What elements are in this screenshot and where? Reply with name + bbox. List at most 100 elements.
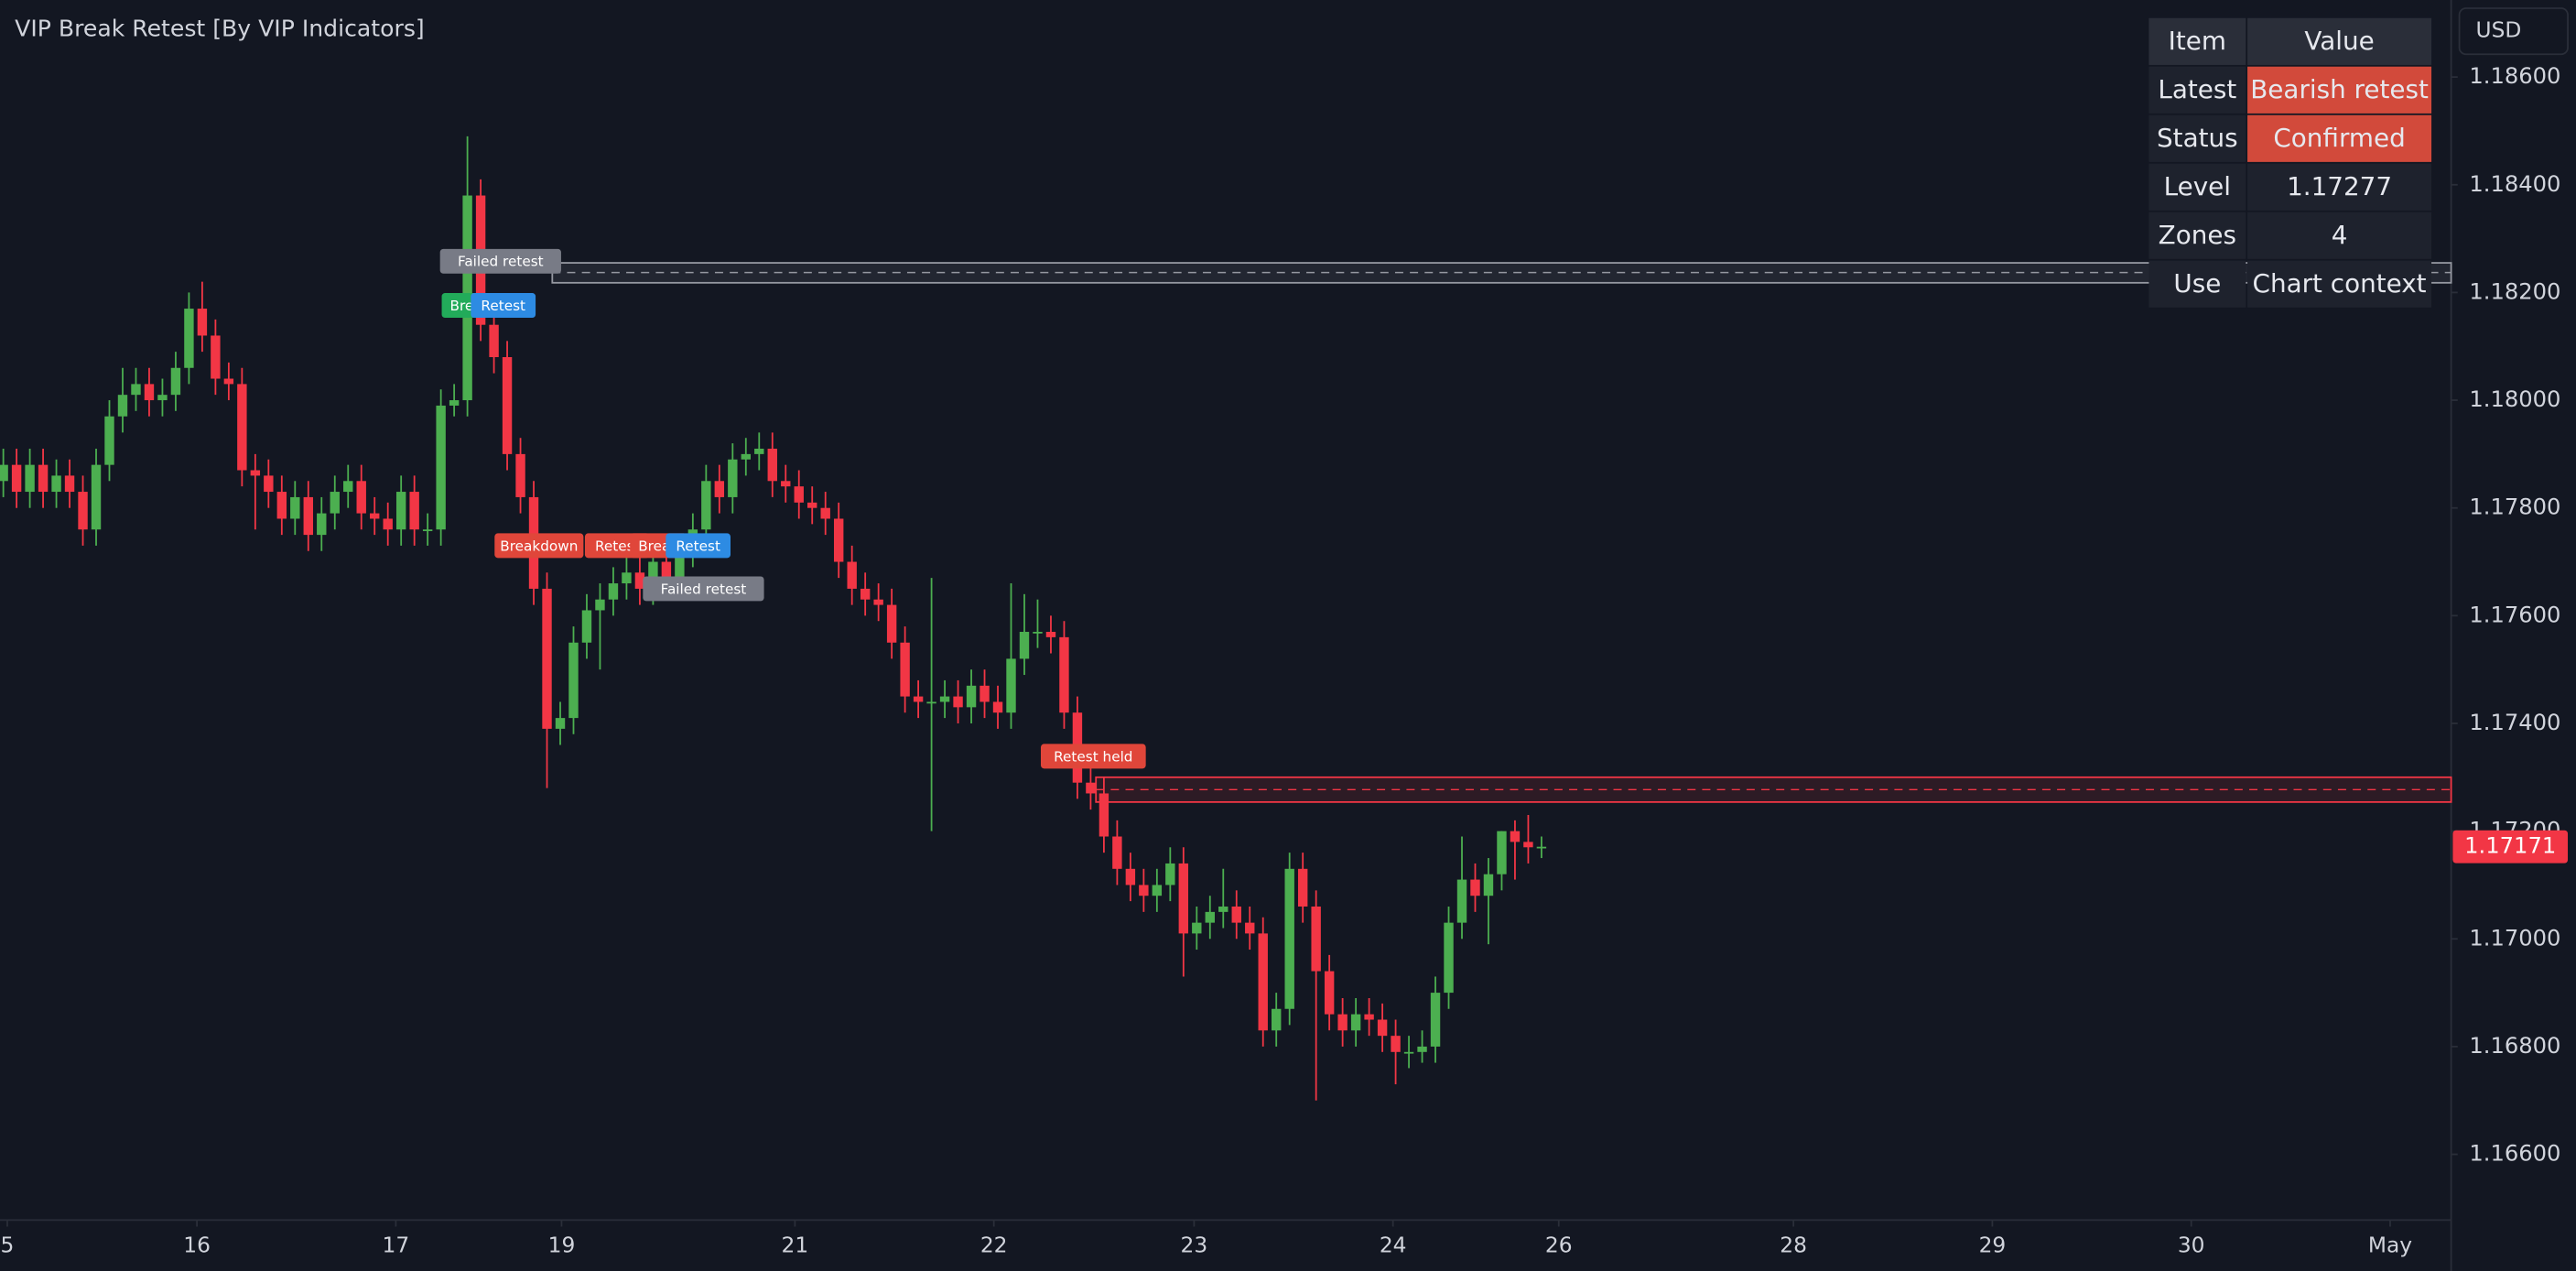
candle-body [515,453,525,497]
signal-label: Failed retest [661,581,747,597]
candle-body [1099,793,1109,837]
candle-body [264,475,274,493]
signal-label: Failed retest [458,254,544,270]
y-tick-label: 1.18400 [2469,171,2560,197]
candle-body [449,400,460,406]
table-cell [2247,163,2432,211]
candle-body [1377,1019,1388,1037]
candle-body [1324,971,1335,1015]
candle-body [542,588,552,729]
candle-body [939,696,950,702]
candle-body [91,464,102,530]
candle-body [1350,1014,1361,1031]
signal-label-box [439,248,561,274]
x-tick-label: 23 [1181,1233,1208,1258]
candle-body [648,561,658,589]
candle-body [38,464,49,493]
candle-body [980,685,990,702]
table-cell-text: Bearish retest [2250,74,2429,104]
candle-body [1231,906,1241,923]
candle-body [1125,868,1136,885]
y-tick-label: 1.17000 [2469,925,2560,951]
candle-body [781,481,791,487]
candle-body [1218,906,1228,912]
signal-label-box [643,576,764,602]
signal-label-box [471,293,536,318]
table-cell [2148,114,2246,162]
x-tick-label: 16 [183,1233,211,1258]
candle-body [370,513,380,519]
candle-body [701,481,711,530]
candle-body [900,642,910,697]
signal-label-box [666,533,731,559]
candle-body [1086,782,1096,794]
table-cell [2247,114,2432,162]
candle-body [675,550,685,584]
currency-label[interactable]: USD [2476,17,2522,43]
candle-body [502,356,513,454]
currency-button[interactable] [2458,7,2569,56]
candle-body [157,395,168,401]
candle-body [1019,631,1030,659]
candle-body [1364,1014,1374,1020]
table-cell [2148,212,2246,259]
candle-body [330,492,340,514]
candle-body [807,502,817,508]
table-cell [2247,66,2432,114]
candle-body [913,696,924,702]
candle-body [1470,879,1480,896]
x-tick-label: 22 [980,1233,1008,1258]
x-tick-label: 5 [1,1233,15,1258]
signal-label: Retest held [1054,748,1132,765]
y-tick-label: 1.18200 [2469,278,2560,304]
candle-body [237,384,247,471]
table-cell-text: 4 [2332,220,2348,250]
candle-body [847,561,857,589]
table-cell-text: Status [2157,123,2238,153]
candle-body [1006,658,1016,713]
candle-body [953,696,963,708]
chart-title: VIP Break Retest [By VIP Indicators] [15,15,425,41]
candle-body [1311,906,1321,972]
zone [1095,776,2452,803]
candle-body [1417,1046,1427,1052]
signal-label: Breakdown [500,538,578,554]
candle-body [104,416,114,465]
candle-body [276,492,287,519]
table-cell [2148,163,2246,211]
candle-body [1510,831,1521,842]
candle-body [634,572,645,589]
last-price-label: 1.17171 [2464,833,2556,859]
signal-label: Retest [481,298,525,314]
candle-body [661,561,672,584]
candle-body [343,481,353,493]
candle-body [1497,831,1507,874]
candle-body [197,309,208,336]
candle-body [1178,863,1189,934]
candle-body [1258,933,1268,1031]
table-header-text: Value [2304,26,2374,56]
candle-body [1059,636,1069,713]
y-tick-label: 1.16600 [2469,1141,2560,1167]
candle-body [0,464,8,482]
candle-body [317,513,327,536]
candle-body [1152,885,1163,896]
table-cell [2148,260,2246,308]
candle-body [555,718,566,729]
x-tick-label: 28 [1780,1233,1807,1258]
x-tick-label: 26 [1545,1233,1573,1258]
candle-body [568,642,579,719]
candle-body [184,309,194,368]
candle-body [1139,885,1149,896]
candle-body [489,324,499,357]
x-tick-label: May [2368,1233,2412,1258]
y-tick-label: 1.16800 [2469,1033,2560,1059]
candle-body [1337,1014,1348,1031]
candle-body [1192,922,1202,934]
candle-body [436,405,446,530]
table-cell-text: Latest [2158,74,2236,104]
y-tick-label: 1.18000 [2469,386,2560,412]
table-header-cell [2148,17,2246,65]
candle-body [992,701,1003,713]
